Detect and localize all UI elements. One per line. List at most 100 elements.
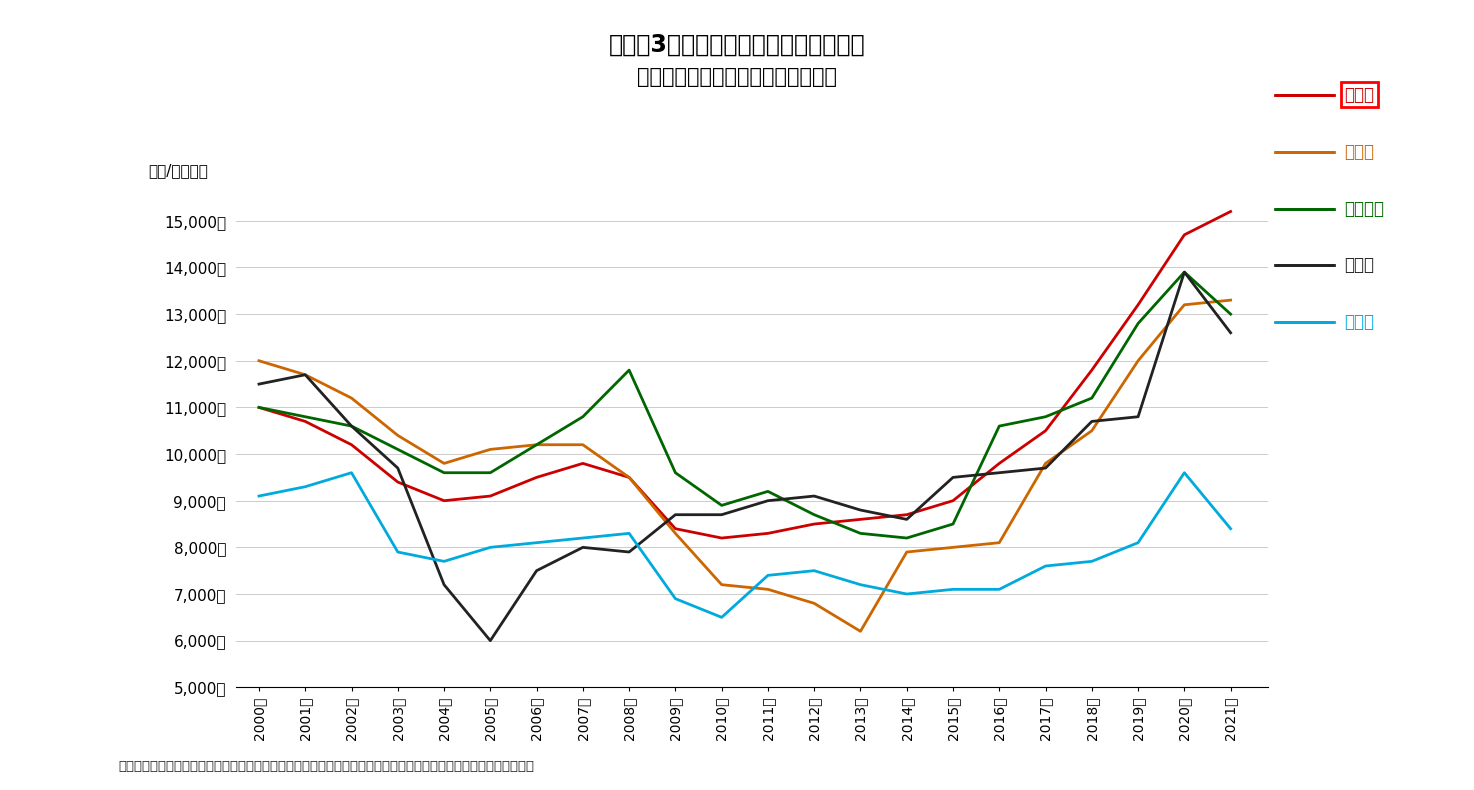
名古屋市 xyxy=(1222,310,1240,319)
名古屋市 xyxy=(389,445,407,454)
Text: （オフィスレント・インデックス）: （オフィスレント・インデックス） xyxy=(637,67,837,87)
仙台市 xyxy=(805,566,822,575)
Text: 札幌市: 札幌市 xyxy=(1344,257,1374,274)
仙台市 xyxy=(528,538,545,547)
札幌市 xyxy=(389,463,407,472)
名古屋市 xyxy=(1175,267,1192,276)
福岡市 xyxy=(251,356,268,366)
札幌市 xyxy=(898,514,915,524)
仙台市 xyxy=(573,533,591,543)
福岡市 xyxy=(573,440,591,450)
名古屋市 xyxy=(852,529,870,538)
福岡市 xyxy=(621,472,638,482)
福岡市 xyxy=(1129,356,1147,366)
福岡市 xyxy=(1222,295,1240,305)
大阪市 xyxy=(945,496,963,506)
福岡市 xyxy=(666,529,684,538)
Text: 福岡市: 福岡市 xyxy=(1344,143,1374,160)
名古屋市 xyxy=(945,519,963,529)
Line: 福岡市: 福岡市 xyxy=(259,300,1231,631)
大阪市 xyxy=(805,519,822,529)
札幌市 xyxy=(713,510,731,520)
Text: 図表－3　主要都市のオフィス成約賃料: 図表－3 主要都市のオフィス成約賃料 xyxy=(609,32,865,56)
仙台市 xyxy=(759,570,777,580)
仙台市 xyxy=(342,468,360,477)
Line: 札幌市: 札幌市 xyxy=(259,272,1231,641)
福岡市 xyxy=(528,440,545,450)
福岡市 xyxy=(1036,459,1054,468)
福岡市 xyxy=(805,599,822,608)
福岡市 xyxy=(991,538,1008,547)
Line: 仙台市: 仙台市 xyxy=(259,472,1231,617)
仙台市 xyxy=(1129,538,1147,547)
名古屋市 xyxy=(342,421,360,431)
札幌市 xyxy=(945,472,963,482)
札幌市 xyxy=(852,506,870,515)
名古屋市 xyxy=(1129,318,1147,328)
札幌市 xyxy=(296,370,314,379)
大阪市 xyxy=(621,472,638,482)
札幌市 xyxy=(759,496,777,506)
福岡市 xyxy=(713,580,731,589)
大阪市 xyxy=(759,529,777,538)
Text: （出所）三幸エステート・ニッセイ基礎研究所「オフィスレント・インデックス」を基にニッセイ基礎研究所が作成: （出所）三幸エステート・ニッセイ基礎研究所「オフィスレント・インデックス」を基に… xyxy=(118,760,534,773)
仙台市 xyxy=(713,612,731,622)
福岡市 xyxy=(435,459,453,468)
名古屋市 xyxy=(1083,393,1101,403)
大阪市 xyxy=(1222,207,1240,216)
大阪市 xyxy=(342,440,360,450)
仙台市 xyxy=(852,580,870,589)
名古屋市 xyxy=(251,403,268,412)
福岡市 xyxy=(296,370,314,379)
Text: 名古屋市: 名古屋市 xyxy=(1344,200,1384,217)
仙台市 xyxy=(621,529,638,538)
札幌市 xyxy=(666,510,684,520)
福岡市 xyxy=(852,626,870,636)
仙台市 xyxy=(296,482,314,491)
大阪市 xyxy=(1129,300,1147,310)
Line: 大阪市: 大阪市 xyxy=(259,212,1231,538)
福岡市 xyxy=(342,393,360,403)
仙台市 xyxy=(251,491,268,501)
名古屋市 xyxy=(805,510,822,520)
札幌市 xyxy=(573,543,591,552)
大阪市 xyxy=(1175,230,1192,239)
仙台市 xyxy=(945,585,963,594)
大阪市 xyxy=(389,477,407,487)
名古屋市 xyxy=(621,365,638,374)
大阪市 xyxy=(435,496,453,506)
Text: 大阪市: 大阪市 xyxy=(1344,86,1374,103)
札幌市 xyxy=(1175,267,1192,276)
福岡市 xyxy=(1083,426,1101,435)
福岡市 xyxy=(1175,300,1192,310)
大阪市 xyxy=(991,459,1008,468)
福岡市 xyxy=(389,431,407,440)
仙台市 xyxy=(389,547,407,557)
福岡市 xyxy=(945,543,963,552)
名古屋市 xyxy=(482,468,500,477)
札幌市 xyxy=(1083,416,1101,426)
大阪市 xyxy=(296,416,314,426)
福岡市 xyxy=(898,547,915,557)
大阪市 xyxy=(1036,426,1054,435)
名古屋市 xyxy=(759,487,777,496)
札幌市 xyxy=(805,491,822,501)
名古屋市 xyxy=(713,501,731,510)
札幌市 xyxy=(251,379,268,389)
名古屋市 xyxy=(296,412,314,422)
仙台市 xyxy=(1083,557,1101,566)
札幌市 xyxy=(342,421,360,431)
名古屋市 xyxy=(666,468,684,477)
仙台市 xyxy=(898,589,915,599)
名古屋市 xyxy=(898,533,915,543)
福岡市 xyxy=(482,445,500,454)
仙台市 xyxy=(1036,561,1054,570)
名古屋市 xyxy=(435,468,453,477)
札幌市 xyxy=(435,580,453,589)
Text: 仙台市: 仙台市 xyxy=(1344,314,1374,331)
仙台市 xyxy=(1175,468,1192,477)
札幌市 xyxy=(1036,463,1054,472)
大阪市 xyxy=(713,533,731,543)
仙台市 xyxy=(1222,524,1240,533)
仙台市 xyxy=(666,594,684,604)
